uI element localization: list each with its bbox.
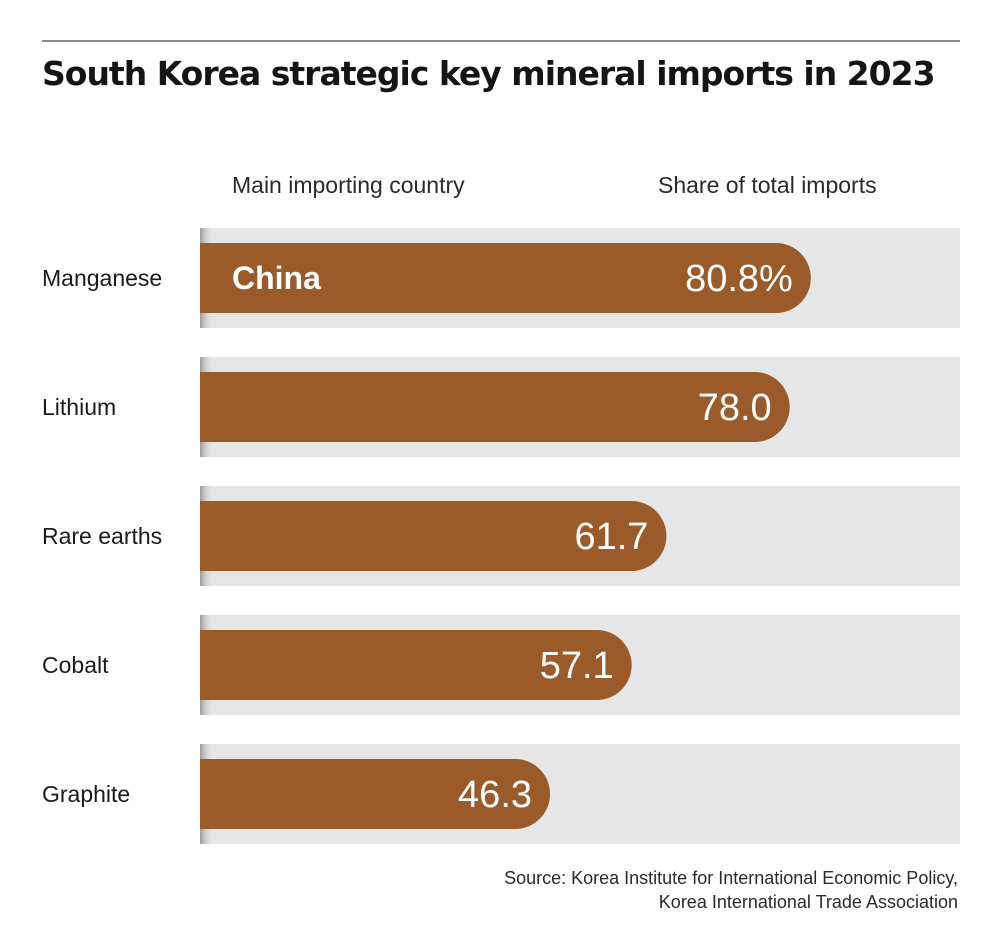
bar: [200, 501, 667, 571]
column-header-share: Share of total imports: [658, 172, 877, 198]
column-header-country: Main importing country: [232, 172, 465, 198]
source-line-2: Korea International Trade Association: [658, 892, 958, 912]
source-line-1: Source: Korea Institute for Internationa…: [504, 868, 958, 888]
value-label: 46.3: [458, 774, 532, 816]
category-label: Rare earths: [42, 523, 162, 549]
category-label: Lithium: [42, 394, 116, 420]
country-label: China: [232, 260, 321, 296]
bar: [200, 630, 632, 700]
source-note: Source: Korea Institute for Internationa…: [504, 866, 958, 914]
bar: [200, 372, 790, 442]
value-label: 57.1: [540, 645, 614, 687]
category-label: Graphite: [42, 781, 130, 807]
category-label: Manganese: [42, 265, 162, 291]
bar: [200, 759, 551, 829]
top-rule: [42, 40, 960, 42]
category-label: Cobalt: [42, 652, 109, 678]
value-label: 61.7: [574, 516, 648, 558]
value-label: 78.0: [698, 387, 772, 429]
value-label: 80.8%: [685, 258, 793, 300]
bar: [200, 243, 811, 313]
chart-title: South Korea strategic key mineral import…: [42, 54, 936, 93]
